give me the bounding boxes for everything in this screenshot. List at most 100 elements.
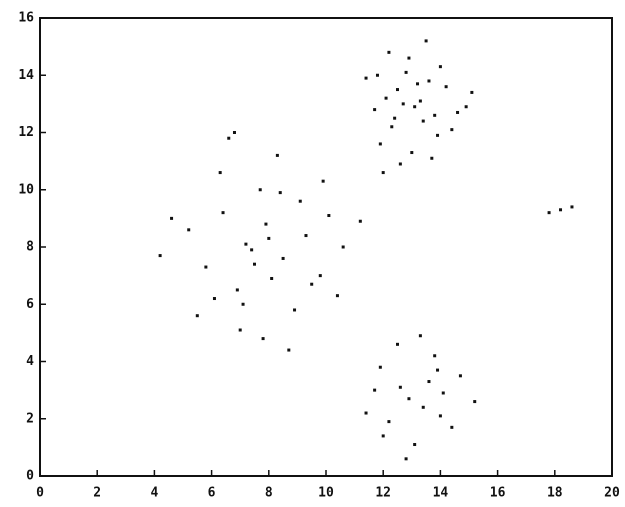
point: [310, 283, 313, 286]
point: [267, 237, 270, 240]
point: [548, 211, 551, 214]
point: [282, 257, 285, 260]
point: [407, 57, 410, 60]
x-tick-label: 2: [93, 486, 101, 501]
x-tick-label: 14: [433, 486, 449, 501]
point: [319, 274, 322, 277]
point: [244, 243, 247, 246]
point: [387, 51, 390, 54]
point: [239, 329, 242, 332]
plot-frame: [40, 18, 612, 476]
point: [359, 220, 362, 223]
point: [456, 111, 459, 114]
point: [336, 294, 339, 297]
x-tick-label: 12: [375, 486, 391, 501]
point: [399, 386, 402, 389]
point: [439, 414, 442, 417]
point: [365, 77, 368, 80]
point: [570, 205, 573, 208]
point: [236, 288, 239, 291]
chart: 024681012141618200246810121416: [0, 0, 625, 507]
point: [213, 297, 216, 300]
point: [450, 128, 453, 131]
y-tick-label: 6: [26, 297, 34, 312]
point: [419, 100, 422, 103]
point: [436, 134, 439, 137]
point: [419, 334, 422, 337]
point: [410, 151, 413, 154]
x-tick-label: 8: [265, 486, 273, 501]
point: [425, 39, 428, 42]
y-tick-label: 14: [18, 68, 34, 83]
point: [387, 420, 390, 423]
x-tick-label: 0: [36, 486, 44, 501]
point: [276, 154, 279, 157]
y-tick-label: 16: [18, 11, 34, 26]
point: [227, 137, 230, 140]
point: [382, 434, 385, 437]
point: [399, 162, 402, 165]
point: [436, 369, 439, 372]
point: [445, 85, 448, 88]
point: [405, 457, 408, 460]
page: 024681012141618200246810121416 (() => { …: [0, 0, 625, 507]
point: [196, 314, 199, 317]
point: [413, 105, 416, 108]
point: [219, 171, 222, 174]
point: [376, 74, 379, 77]
y-tick-label: 12: [18, 125, 34, 140]
y-tick-label: 2: [26, 411, 34, 426]
point: [396, 343, 399, 346]
point: [170, 217, 173, 220]
point: [439, 65, 442, 68]
point: [433, 114, 436, 117]
point: [393, 117, 396, 120]
point: [204, 266, 207, 269]
point: [396, 88, 399, 91]
point: [159, 254, 162, 257]
x-tick-label: 18: [547, 486, 563, 501]
point: [259, 188, 262, 191]
point: [365, 412, 368, 415]
x-tick-label: 4: [150, 486, 158, 501]
x-tick-label: 16: [490, 486, 506, 501]
point: [402, 102, 405, 105]
point: [427, 79, 430, 82]
x-tick-label: 6: [208, 486, 216, 501]
point: [373, 108, 376, 111]
point: [465, 105, 468, 108]
point: [322, 180, 325, 183]
point: [233, 131, 236, 134]
point: [373, 389, 376, 392]
point: [262, 337, 265, 340]
point: [459, 374, 462, 377]
x-tick-label: 20: [604, 486, 620, 501]
point: [416, 82, 419, 85]
point: [379, 366, 382, 369]
point: [390, 125, 393, 128]
point: [270, 277, 273, 280]
y-tick-label: 8: [26, 240, 34, 255]
point: [422, 406, 425, 409]
point: [473, 400, 476, 403]
point: [187, 228, 190, 231]
point: [430, 157, 433, 160]
point: [385, 97, 388, 100]
point: [405, 71, 408, 74]
point: [433, 354, 436, 357]
point: [427, 380, 430, 383]
point: [293, 308, 296, 311]
point: [470, 91, 473, 94]
y-tick-label: 10: [18, 182, 34, 197]
point: [253, 263, 256, 266]
point: [250, 248, 253, 251]
point: [450, 426, 453, 429]
point: [304, 234, 307, 237]
point: [264, 223, 267, 226]
point: [382, 171, 385, 174]
point: [422, 120, 425, 123]
point: [407, 397, 410, 400]
point: [379, 142, 382, 145]
point: [279, 191, 282, 194]
point: [442, 391, 445, 394]
